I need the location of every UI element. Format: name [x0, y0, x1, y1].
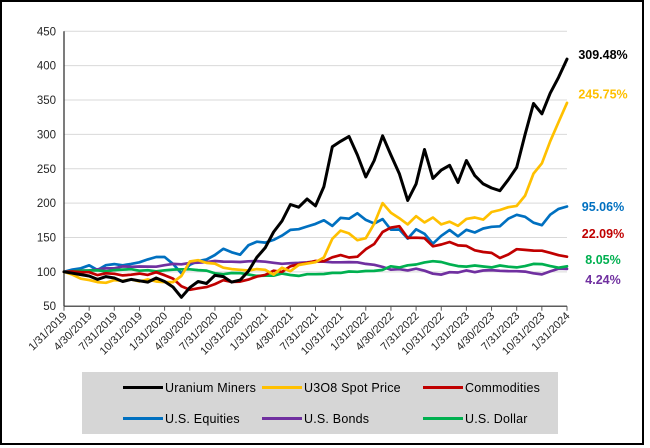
y-tick-label: 400 — [37, 61, 56, 73]
end-label-commodities: 22.09% — [582, 227, 624, 241]
y-tick-label: 350 — [37, 95, 56, 107]
y-tick-label: 300 — [37, 129, 56, 141]
x-axis-labels: 1/31/20194/30/20197/31/201910/31/20191/3… — [27, 310, 573, 357]
end-label-u-s-dollar: 8.05% — [585, 253, 620, 267]
legend-swatch-uranium-miners — [123, 385, 163, 390]
line-u3o8-spot-price — [62, 101, 569, 285]
legend-swatch-u-s-equities — [123, 416, 163, 421]
y-axis-labels: 50 100 150 200 250 300 350 400 450 — [37, 26, 56, 313]
y-tick-label: 150 — [37, 232, 56, 244]
legend-label: U.S. Dollar — [465, 411, 528, 426]
y-tick-label: 200 — [37, 198, 56, 210]
gridlines — [64, 30, 567, 273]
legend-item-u3o8-spot-price: U3O8 Spot Price — [262, 381, 423, 395]
axes — [63, 31, 568, 311]
uranium-performance-chart: 50 100 150 200 250 300 350 400 450 1/31/20194/30/… — [27, 26, 628, 357]
legend-label: U.S. Equities — [165, 411, 240, 426]
legend-item-commodities: Commodities — [423, 381, 558, 395]
y-tick-label: 100 — [37, 267, 56, 279]
legend-swatch-u-s-bonds — [262, 416, 302, 421]
legend-swatch-u3o8-spot-price — [262, 385, 302, 390]
legend-label: U.S. Bonds — [304, 411, 370, 426]
end-label-u-s-equities: 95.06% — [582, 200, 624, 214]
chart-legend: Uranium Miners U3O8 Spot Price Commodities… — [82, 372, 558, 434]
end-label-uranium-miners: 309.48% — [578, 48, 627, 62]
legend-label: Commodities — [465, 380, 541, 395]
legend-label: Uranium Miners — [165, 380, 257, 395]
end-labels: 309.48% 245.75% 22.09% 95.06% 4.24% 8.05% — [578, 48, 627, 287]
legend-item-u-s-equities: U.S. Equities — [123, 412, 262, 426]
legend-item-uranium-miners: Uranium Miners — [123, 381, 262, 395]
legend-label: U3O8 Spot Price — [304, 380, 401, 395]
line-uranium-miners — [62, 57, 569, 299]
legend-swatch-u-s-dollar — [423, 416, 463, 421]
legend-item-u-s-bonds: U.S. Bonds — [262, 412, 423, 426]
end-label-u-s-bonds: 4.24% — [585, 273, 620, 287]
end-label-u3o8-spot-price: 245.75% — [578, 88, 627, 102]
y-tick-label: 50 — [43, 301, 56, 313]
line-u-s-dollar — [62, 259, 569, 278]
line-u-s-equities — [62, 205, 569, 275]
y-tick-label: 250 — [37, 164, 56, 176]
legend-item-u-s-dollar: U.S. Dollar — [423, 412, 558, 426]
legend-swatch-commodities — [423, 385, 463, 390]
y-tick-label: 450 — [37, 26, 56, 38]
